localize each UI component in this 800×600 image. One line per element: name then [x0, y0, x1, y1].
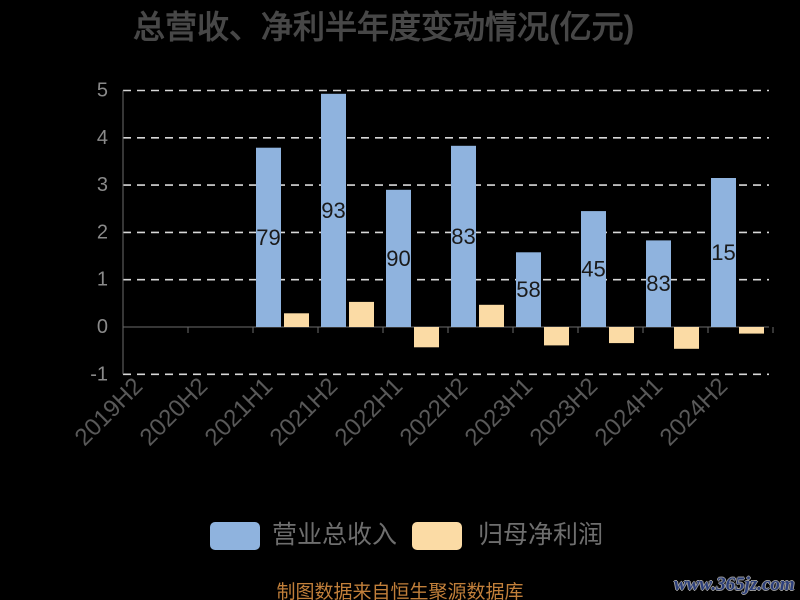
svg-text:0: 0: [97, 316, 108, 338]
svg-text:2023H2: 2023H2: [525, 373, 604, 452]
svg-text:2020H2: 2020H2: [135, 373, 214, 452]
svg-text:2024H2: 2024H2: [655, 373, 734, 452]
svg-text:1: 1: [97, 269, 108, 291]
svg-text:83: 83: [451, 224, 475, 249]
svg-text:2019H2: 2019H2: [70, 373, 149, 452]
svg-text:15: 15: [711, 240, 735, 265]
svg-text:2: 2: [97, 221, 108, 243]
svg-text:83: 83: [646, 271, 670, 296]
svg-text:2021H2: 2021H2: [265, 373, 344, 452]
svg-text:2024H1: 2024H1: [590, 373, 669, 452]
svg-text:79: 79: [256, 225, 280, 250]
svg-text:2022H2: 2022H2: [395, 373, 474, 452]
svg-text:45: 45: [581, 257, 605, 282]
svg-text:2023H1: 2023H1: [460, 373, 539, 452]
svg-text:58: 58: [516, 277, 540, 302]
svg-text:5: 5: [97, 80, 108, 102]
svg-text:4: 4: [97, 127, 108, 149]
svg-text:3: 3: [97, 174, 108, 196]
svg-text:2021H1: 2021H1: [200, 373, 279, 452]
svg-text:-1: -1: [90, 363, 108, 385]
svg-text:93: 93: [321, 198, 345, 223]
svg-text:2022H1: 2022H1: [330, 373, 409, 452]
svg-text:90: 90: [386, 246, 410, 271]
